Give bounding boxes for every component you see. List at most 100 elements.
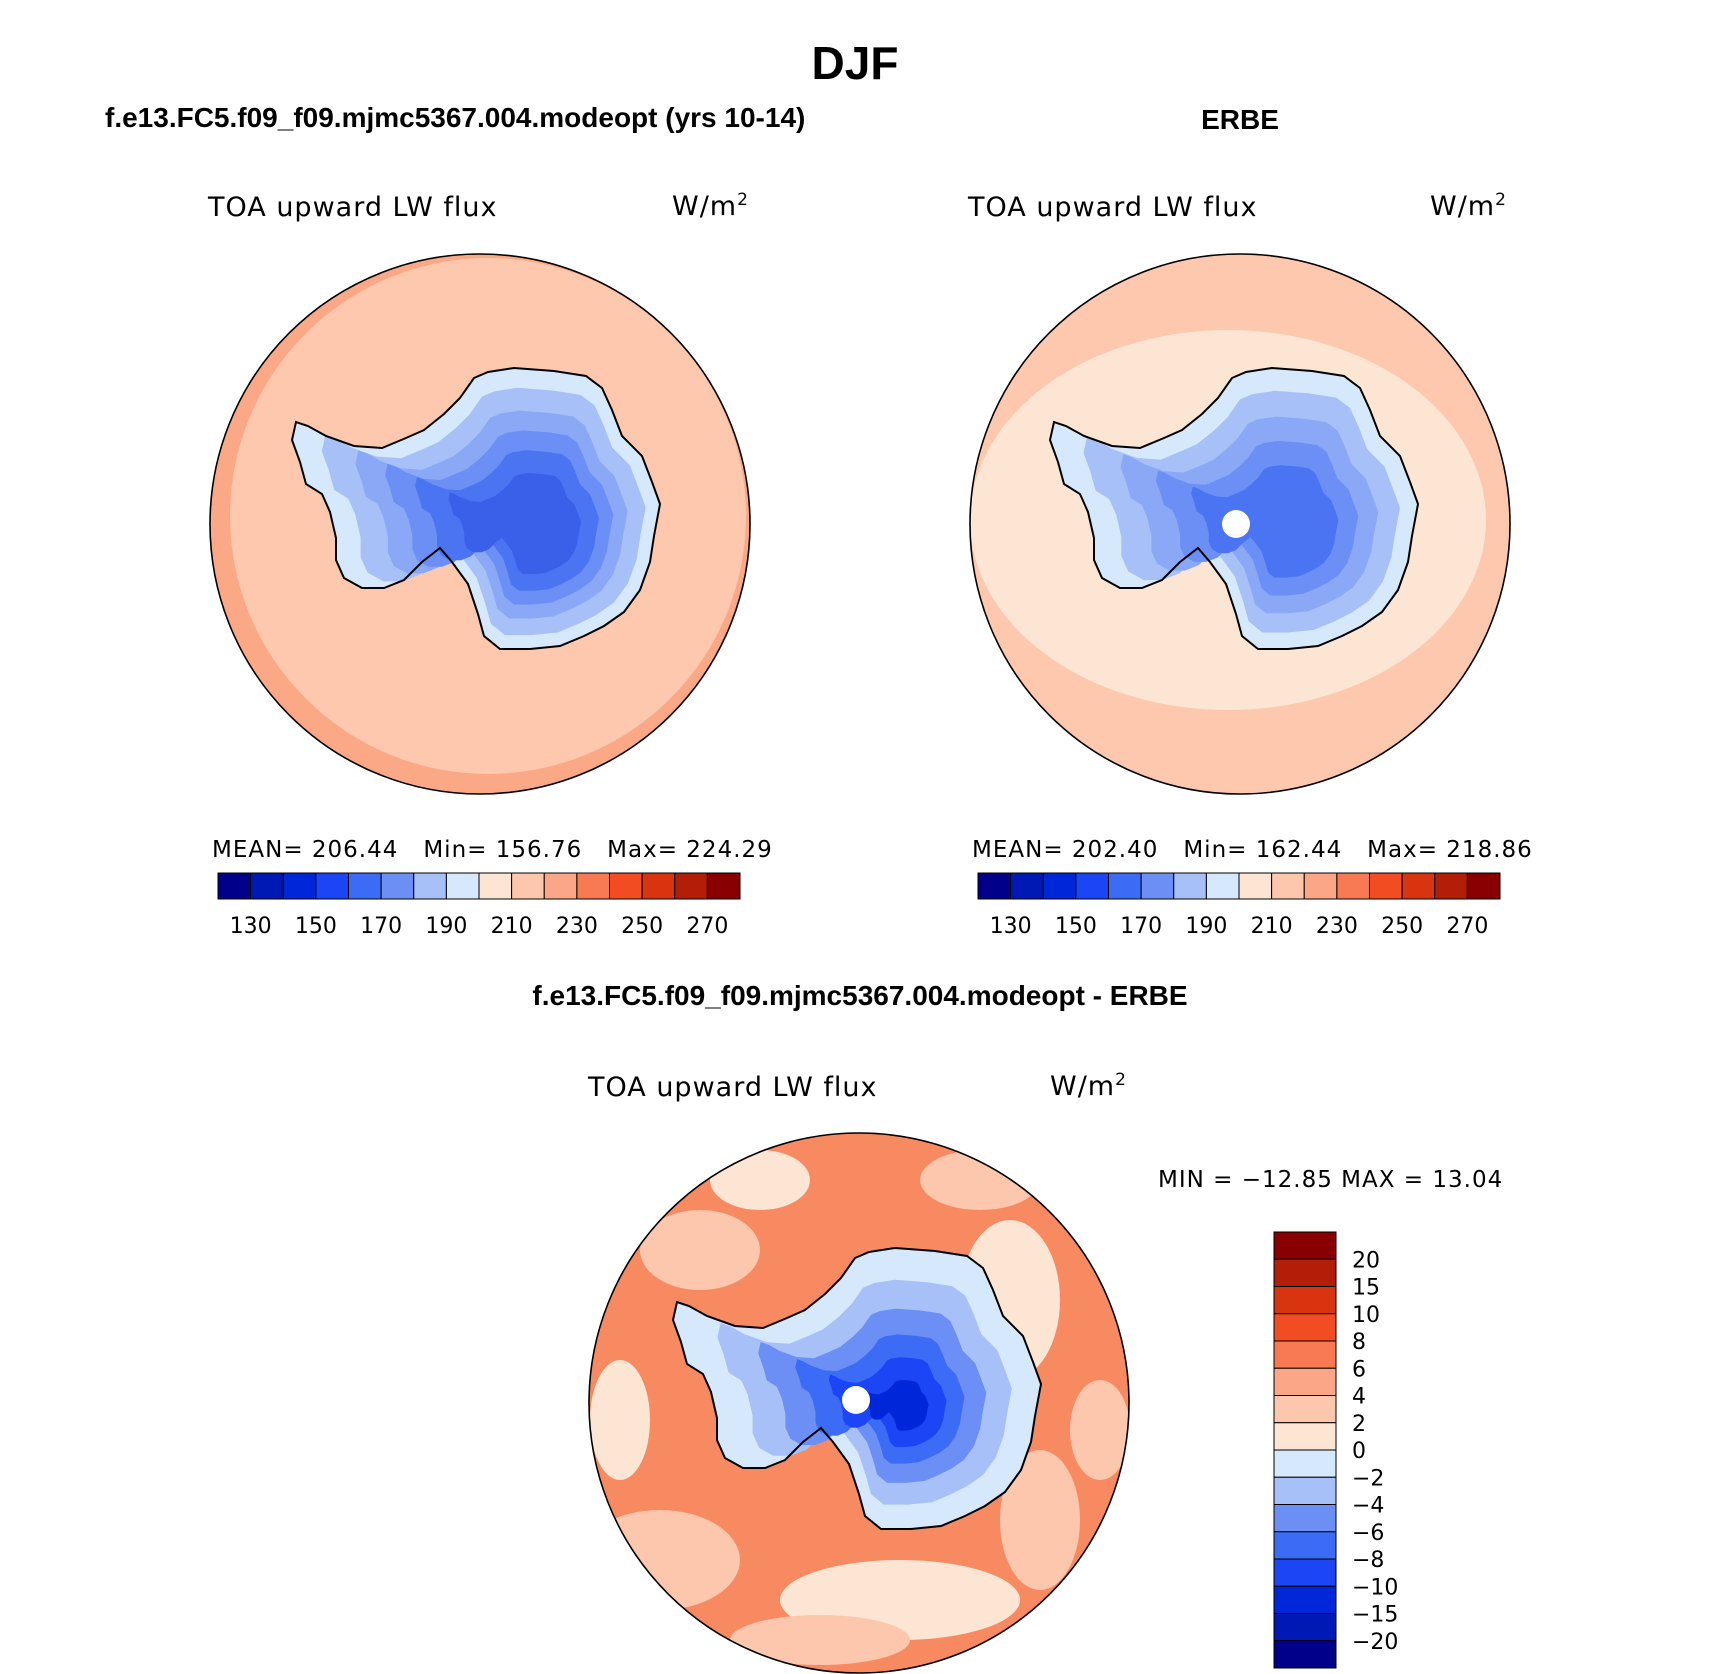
panel2-colorbar-box-7: [1205, 872, 1240, 900]
panel2-colorbar-tick-label-2: 170: [1120, 914, 1162, 939]
panel3-map: [589, 1133, 1129, 1673]
panel3-colorbar-tick-label-1: 15: [1352, 1276, 1380, 1301]
panel2-colorbar-tick-label-4: 210: [1251, 914, 1293, 939]
panel3-colorbar-box-12: [1273, 1558, 1337, 1587]
panel3-colorbar-tick-label-9: −4: [1352, 1494, 1384, 1519]
panel2-colorbar-box-11: [1336, 872, 1370, 900]
panel3-colorbar-box-4: [1273, 1340, 1337, 1369]
panel3-colorbar-tick-label-8: −2: [1352, 1466, 1384, 1491]
figure-title: DJF: [811, 37, 899, 89]
panel3-colorbar-tick-label-4: 6: [1352, 1357, 1366, 1382]
panel2-min-label: Min=: [1183, 837, 1248, 863]
panel3-colorbar-tick-label-7: 0: [1352, 1439, 1366, 1464]
panel2-units-exponent: 2: [1495, 190, 1507, 210]
panel1-colorbar-box-8: [478, 872, 513, 900]
panel2-colorbar-tick-label-3: 190: [1185, 914, 1227, 939]
panel3-colorbar-box-8: [1273, 1449, 1337, 1478]
panel1-max-label: Max=: [607, 837, 678, 863]
panel1-units-exponent: 2: [737, 190, 749, 210]
panel1-map: [210, 254, 750, 794]
panel2-colorbar-box-4: [1108, 872, 1142, 900]
panel1-colorbar-tick-label-2: 170: [360, 914, 402, 939]
panel2-colorbar-tick-label-5: 230: [1316, 914, 1358, 939]
panel2-colorbar-box-2: [1042, 872, 1077, 900]
panel3-colorbar-tick-label-2: 10: [1352, 1303, 1380, 1328]
panel3-colorbar-box-1: [1273, 1258, 1337, 1287]
panel3-ocean-patch-9: [730, 1615, 910, 1665]
panel3-units-text: W/m: [1050, 1071, 1116, 1102]
panel3-ocean-patch-8: [1070, 1380, 1129, 1480]
panel2-max-label: Max=: [1367, 837, 1438, 863]
panel3-colorbar-box-9: [1273, 1476, 1337, 1505]
panel3-colorbar-box-11: [1273, 1531, 1337, 1560]
panel3-units-label: W/m2: [1050, 1070, 1127, 1102]
panel3-ocean-patch-2: [589, 1510, 740, 1610]
panel3-ocean-patch-6: [920, 1150, 1040, 1210]
panel1-mean-label: MEAN=: [212, 837, 304, 863]
panel2-stats: MEAN= 202.40 Min= 162.44 Max= 218.86: [972, 837, 1533, 863]
panel3-pole-hole: [842, 1386, 870, 1414]
panel1-colorbar-tick-label-0: 130: [230, 914, 272, 939]
panel2-colorbar-box-15: [1466, 872, 1501, 900]
panel3-colorbar-box-14: [1273, 1613, 1337, 1642]
panel2-variable-label: TOA upward LW flux: [968, 192, 1258, 223]
panel2-colorbar-tick-label-0: 130: [990, 914, 1032, 939]
panel1-colorbar-box-3: [315, 872, 349, 900]
panel1-colorbar-box-13: [641, 872, 676, 900]
panel1-mean-value: 206.44: [311, 837, 399, 863]
panel3-colorbar-tick-label-10: −6: [1352, 1521, 1384, 1546]
panel3-ocean-patch-4: [1000, 1450, 1080, 1590]
panel1-colorbar-box-0: [217, 872, 252, 900]
panel1-colorbar-tick-label-3: 190: [425, 914, 467, 939]
panel3-colorbar-tick-label-14: −20: [1352, 1630, 1398, 1655]
panel2-map-border: [969, 253, 1511, 795]
panel1-colorbar-tick-label-4: 210: [491, 914, 533, 939]
panel2-colorbar-box-14: [1434, 872, 1468, 900]
panel1-colorbar-box-7: [445, 872, 480, 900]
panel2-colorbar-box-10: [1303, 872, 1338, 900]
panel2-max-value: 218.86: [1446, 837, 1533, 863]
panel1-colorbar-box-10: [543, 872, 578, 900]
panel1-colorbar-box-12: [609, 872, 643, 900]
panel2-mean-value: 202.40: [1071, 837, 1159, 863]
panel1-colorbar-box-6: [413, 872, 447, 900]
panel1-map-border: [209, 253, 751, 795]
panel3-colorbar-box-6: [1273, 1395, 1337, 1424]
panel1-title: f.e13.FC5.f09_f09.mjmc5367.004.modeopt (…: [105, 102, 806, 133]
panel1-max-value: 224.29: [686, 837, 773, 863]
panel3-colorbar-tick-label-3: 8: [1352, 1330, 1366, 1355]
panel3-colorbar-box-10: [1273, 1504, 1337, 1533]
panel3-colorbar-tick-label-6: 2: [1352, 1412, 1366, 1437]
panel1-colorbar-box-2: [282, 872, 317, 900]
panel3-title: f.e13.FC5.f09_f09.mjmc5367.004.modeopt -…: [532, 980, 1188, 1011]
panel1-colorbar-box-4: [348, 872, 382, 900]
panel3-map-border: [588, 1132, 1130, 1674]
panel3-colorbar-box-2: [1273, 1286, 1337, 1315]
panel3-colorbar-box-5: [1273, 1367, 1337, 1396]
panel1-colorbar-box-5: [380, 872, 415, 900]
panel2-colorbar-box-6: [1173, 872, 1207, 900]
panel3-colorbar-box-3: [1273, 1313, 1337, 1342]
panel3-ocean-patch-5: [590, 1360, 650, 1480]
panel2-colorbar-box-1: [1010, 872, 1044, 900]
panel1-stats: MEAN= 206.44 Min= 156.76 Max= 224.29: [212, 837, 773, 863]
panel2-colorbar-box-13: [1401, 872, 1436, 900]
panel2-colorbar-tick-label-6: 250: [1381, 914, 1423, 939]
panel1-colorbar-box-11: [576, 872, 610, 900]
panel2-title: ERBE: [1201, 104, 1279, 135]
panel1-colorbar-tick-label-6: 250: [621, 914, 663, 939]
panel3-colorbar-tick-label-11: −8: [1352, 1548, 1384, 1573]
panel1-colorbar-box-15: [706, 872, 741, 900]
panel2-min-value: 162.44: [1255, 837, 1343, 863]
panel2-units-text: W/m: [1430, 191, 1496, 222]
panel3-colorbar-box-15: [1273, 1640, 1337, 1669]
panel2-mean-label: MEAN=: [972, 837, 1064, 863]
panel2-colorbar-tick-label-1: 150: [1055, 914, 1097, 939]
panel3-ocean-patch-0: [640, 1210, 760, 1290]
panel1-colorbar-box-1: [250, 872, 284, 900]
panel1-colorbar-box-9: [511, 872, 545, 900]
panel2-pole-hole: [1222, 510, 1250, 538]
panel3-ocean-patch-7: [710, 1150, 810, 1210]
panel1-variable-label: TOA upward LW flux: [208, 192, 498, 223]
